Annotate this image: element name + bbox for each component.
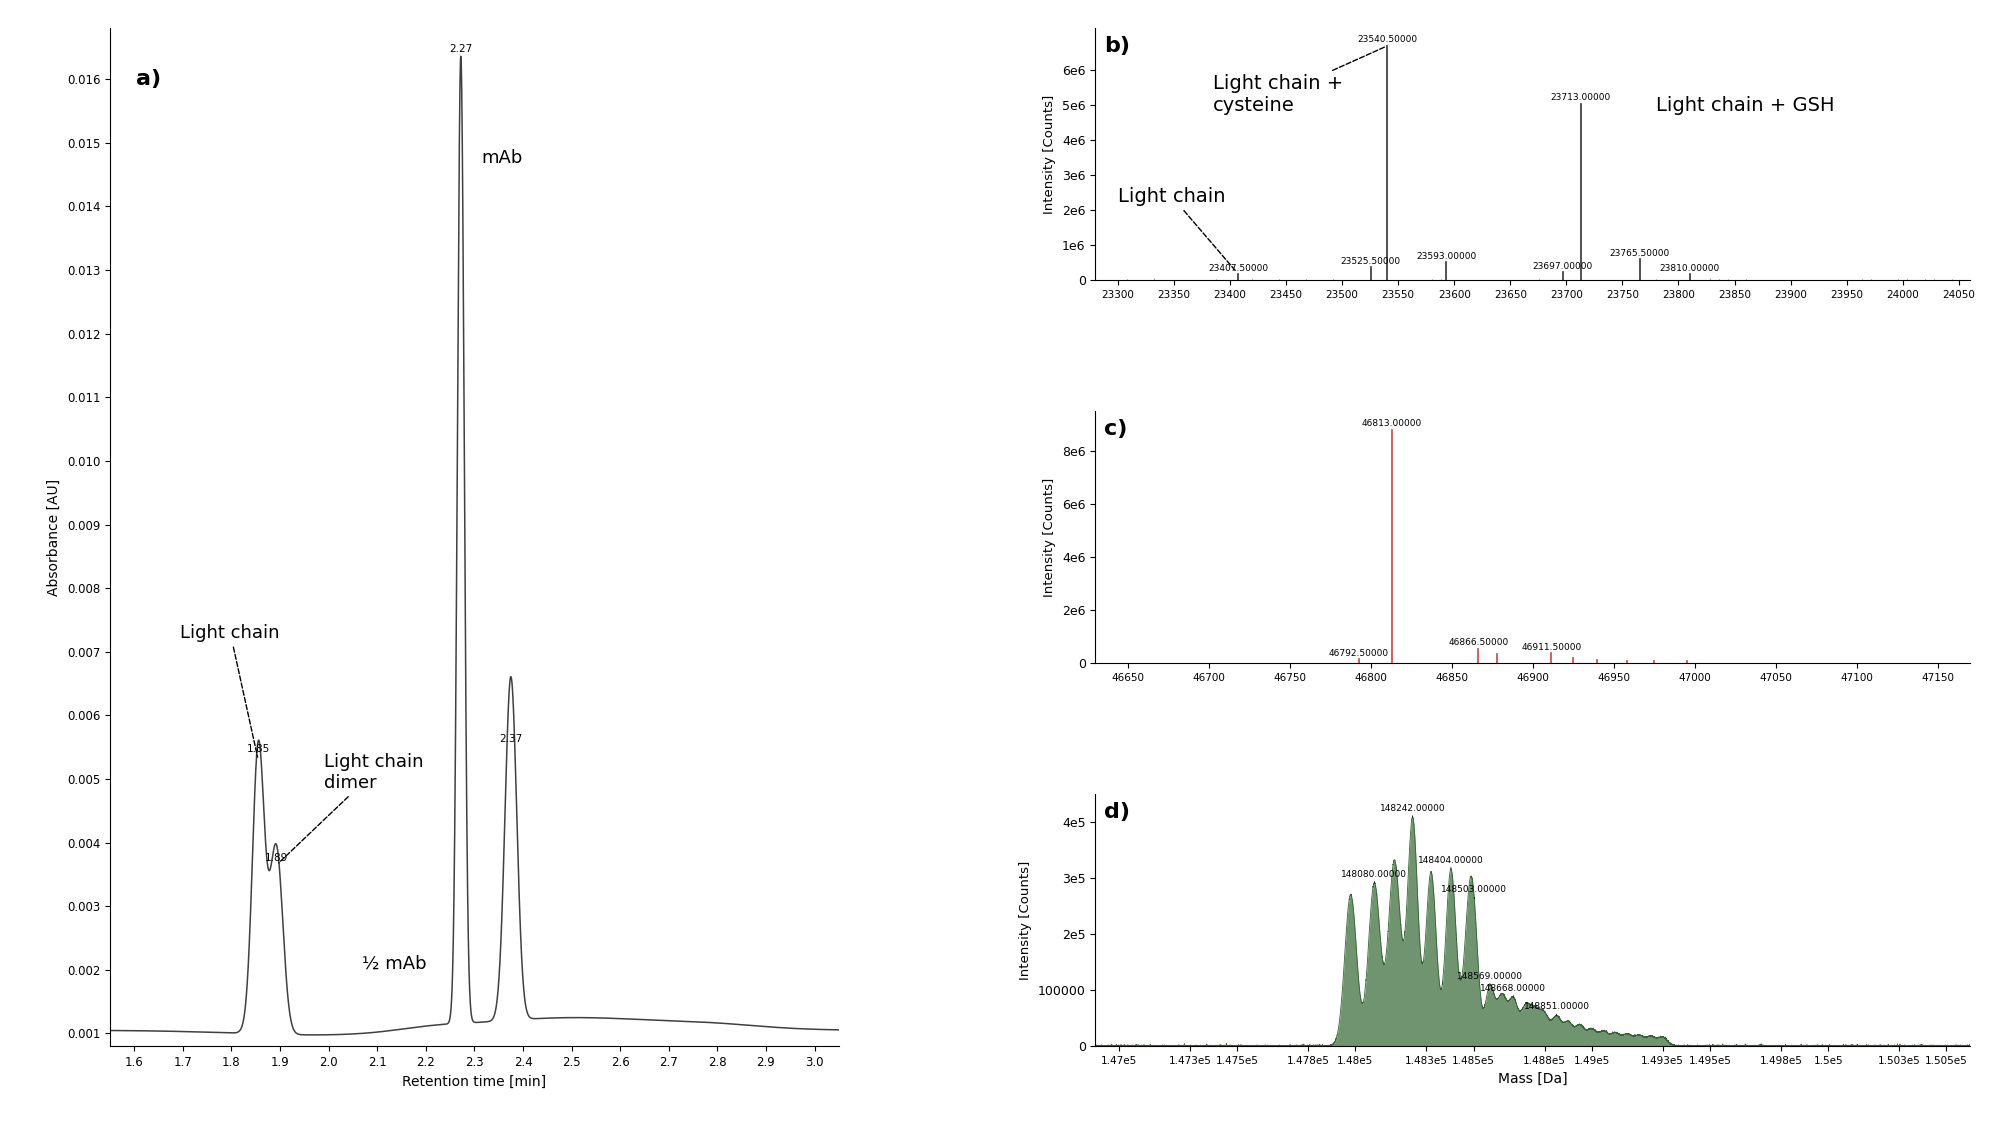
Text: 23765.50000: 23765.50000 <box>1610 249 1670 258</box>
Text: Light chain +
cysteine: Light chain + cysteine <box>1214 46 1384 115</box>
Text: ½ mAb: ½ mAb <box>362 955 426 973</box>
Text: 148503.00000: 148503.00000 <box>1442 886 1508 899</box>
Text: a): a) <box>136 69 160 89</box>
Text: c): c) <box>1104 418 1128 439</box>
Text: 1.85: 1.85 <box>246 743 270 753</box>
Text: b): b) <box>1104 36 1130 55</box>
Text: 23810.00000: 23810.00000 <box>1660 264 1720 273</box>
Y-axis label: Absorbance [AU]: Absorbance [AU] <box>48 478 62 596</box>
Text: 148080.00000: 148080.00000 <box>1342 870 1408 883</box>
Text: 23713.00000: 23713.00000 <box>1550 93 1612 102</box>
Text: 148668.00000: 148668.00000 <box>1480 984 1546 998</box>
Text: 148242.00000: 148242.00000 <box>1380 804 1446 818</box>
Text: 46911.50000: 46911.50000 <box>1522 642 1582 651</box>
Text: 23407.50000: 23407.50000 <box>1208 264 1268 273</box>
Text: d): d) <box>1104 802 1130 822</box>
Y-axis label: Intensity [Counts]: Intensity [Counts] <box>1044 95 1056 214</box>
Text: Light chain + GSH: Light chain + GSH <box>1656 96 1834 114</box>
Text: 2.37: 2.37 <box>500 734 522 744</box>
Text: Light chain
dimer: Light chain dimer <box>278 753 424 863</box>
Y-axis label: Intensity [Counts]: Intensity [Counts] <box>1020 861 1032 979</box>
Text: 23525.50000: 23525.50000 <box>1340 257 1400 266</box>
Text: 46792.50000: 46792.50000 <box>1328 649 1388 657</box>
Text: 148851.00000: 148851.00000 <box>1524 1002 1590 1016</box>
Text: Light chain: Light chain <box>180 623 280 757</box>
Text: 23593.00000: 23593.00000 <box>1416 251 1476 260</box>
Text: 46813.00000: 46813.00000 <box>1362 418 1422 428</box>
X-axis label: Mass [Da]: Mass [Da] <box>1498 1071 1568 1086</box>
Y-axis label: Intensity [Counts]: Intensity [Counts] <box>1044 477 1056 597</box>
X-axis label: Retention time [min]: Retention time [min] <box>402 1074 546 1088</box>
Text: 2.27: 2.27 <box>450 44 472 54</box>
Text: 148569.00000: 148569.00000 <box>1456 972 1522 985</box>
Text: mAb: mAb <box>482 149 524 167</box>
Text: 148404.00000: 148404.00000 <box>1418 855 1484 869</box>
Text: 46866.50000: 46866.50000 <box>1448 638 1508 647</box>
Text: Light chain: Light chain <box>1118 187 1236 271</box>
Text: 23697.00000: 23697.00000 <box>1532 261 1594 270</box>
Text: 1.89: 1.89 <box>266 853 288 863</box>
Text: 23540.50000: 23540.50000 <box>1358 35 1418 44</box>
